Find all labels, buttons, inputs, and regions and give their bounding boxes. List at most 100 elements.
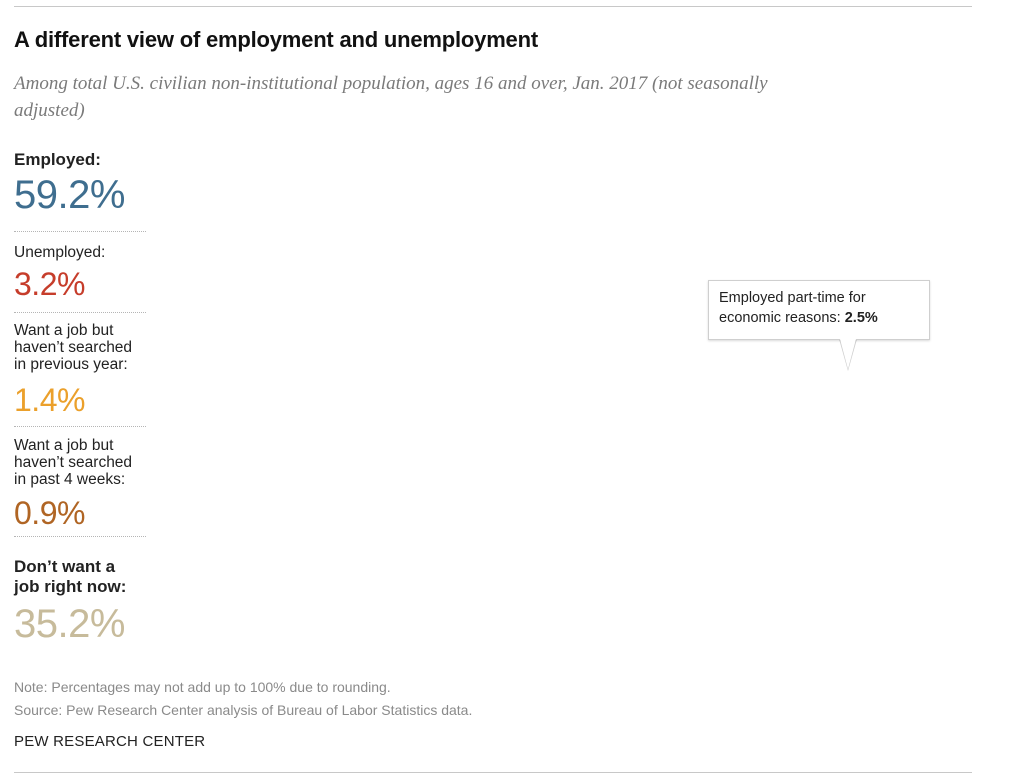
separator (14, 312, 146, 313)
person-icon-employed (256, 146, 287, 226)
label-line: haven’t searched (14, 339, 133, 356)
person-icon (618, 350, 649, 430)
label-line: haven’t searched (14, 454, 133, 471)
person-icon (860, 146, 891, 226)
person-icon-employed (618, 248, 649, 328)
person-icon (538, 248, 569, 328)
person-icon-dont_want (739, 559, 770, 639)
person-icon-employed (256, 248, 287, 328)
person-icon-employed (940, 248, 971, 328)
person-icon (900, 559, 931, 639)
person-icon-employed-part-time (900, 350, 931, 430)
person-icon-employed (296, 146, 327, 226)
person-icon (216, 350, 247, 430)
person-icon (216, 452, 247, 532)
person-icon (296, 452, 327, 532)
person-icon-employed (417, 248, 448, 328)
person-icon (457, 350, 488, 430)
person-icon (457, 248, 488, 328)
person-icon-want_job_4_weeks (323, 452, 327, 532)
person-icon-employed (377, 146, 408, 226)
person-icon (457, 452, 488, 532)
person-icon (578, 350, 609, 430)
person-icon-unemployed (216, 452, 247, 532)
person-icon-dont_want (377, 559, 408, 639)
person-icon (940, 350, 971, 430)
person-icon (377, 146, 408, 226)
person-icon-dont_want (176, 559, 206, 639)
person-icon (417, 452, 448, 532)
person-icon-dont_want (618, 452, 649, 532)
chart-title: A different view of employment and unemp… (14, 27, 538, 52)
person-icon-unemployed (256, 452, 271, 532)
value-want-prev-year: 1.4% (14, 382, 85, 418)
person-icon (176, 559, 206, 639)
person-icon (779, 452, 810, 532)
person-icon-dont_want (739, 452, 770, 532)
person-icon (699, 350, 730, 430)
value-want-4-weeks: 0.9% (14, 495, 85, 531)
brand-logo-text: PEW RESEARCH CENTER (14, 733, 206, 750)
separator (14, 231, 146, 232)
person-icon (498, 452, 528, 532)
person-icon-employed (739, 350, 770, 430)
person-icon-dont_want (659, 452, 689, 532)
person-icon-employed (296, 350, 327, 430)
person-icon (779, 559, 810, 639)
person-icon (377, 452, 408, 532)
person-icon (498, 559, 528, 639)
person-icon (176, 146, 206, 226)
label-line: in previous year: (14, 356, 128, 373)
person-icon (538, 350, 569, 430)
person-icon-dont_want (578, 559, 609, 639)
label-line: Don’t want a (14, 557, 116, 576)
person-icon (659, 248, 689, 328)
person-icon (618, 452, 649, 532)
person-icon (618, 559, 649, 639)
person-icon-dont_want (900, 559, 931, 639)
person-icon-dont_want (618, 559, 649, 639)
person-icon-dont_want (779, 559, 810, 639)
person-icon-employed (337, 146, 367, 226)
person-icon-employed (377, 248, 408, 328)
person-icon-dont_want (498, 559, 528, 639)
person-icon-dont_want (457, 452, 488, 532)
person-icon-want_job_prev_year (296, 452, 324, 532)
source-text: Source: Pew Research Center analysis of … (14, 702, 473, 718)
person-icon (337, 146, 367, 226)
person-icon (820, 559, 850, 639)
value-employed: 59.2% (14, 173, 125, 217)
person-icon (377, 350, 408, 430)
person-icon-employed (417, 146, 448, 226)
person-icon (337, 350, 367, 430)
person-icon-dont_want (538, 452, 569, 532)
top-rule (14, 6, 972, 7)
person-icon (739, 559, 770, 639)
person-icon-employed (296, 248, 327, 328)
person-icon-employed (739, 146, 770, 226)
person-icon-employed (216, 146, 247, 226)
label-dont-want: Don’t want a job right now: (14, 557, 126, 597)
person-icon (256, 559, 287, 639)
person-icon-employed (578, 350, 609, 430)
person-icon-dont_want (457, 559, 488, 639)
person-icon-employed (538, 146, 569, 226)
person-icon (538, 559, 569, 639)
person-icon (417, 350, 448, 430)
value-dont-want: 35.2% (14, 602, 125, 646)
callout-value: 2.5% (844, 310, 878, 326)
person-icon-dont_want (296, 559, 327, 639)
person-icon (216, 146, 247, 226)
person-icon (860, 350, 891, 430)
person-icon (739, 146, 770, 226)
person-icon-dont_want (820, 452, 850, 532)
person-icon (457, 559, 488, 639)
person-icon-employed (659, 350, 689, 430)
callout-text: Employed part-time for economic reasons: (719, 290, 866, 326)
person-icon (538, 452, 569, 532)
person-icon-employed (900, 146, 931, 226)
person-icon-dont_want (377, 452, 408, 532)
person-icon (538, 146, 569, 226)
person-icon (176, 248, 206, 328)
